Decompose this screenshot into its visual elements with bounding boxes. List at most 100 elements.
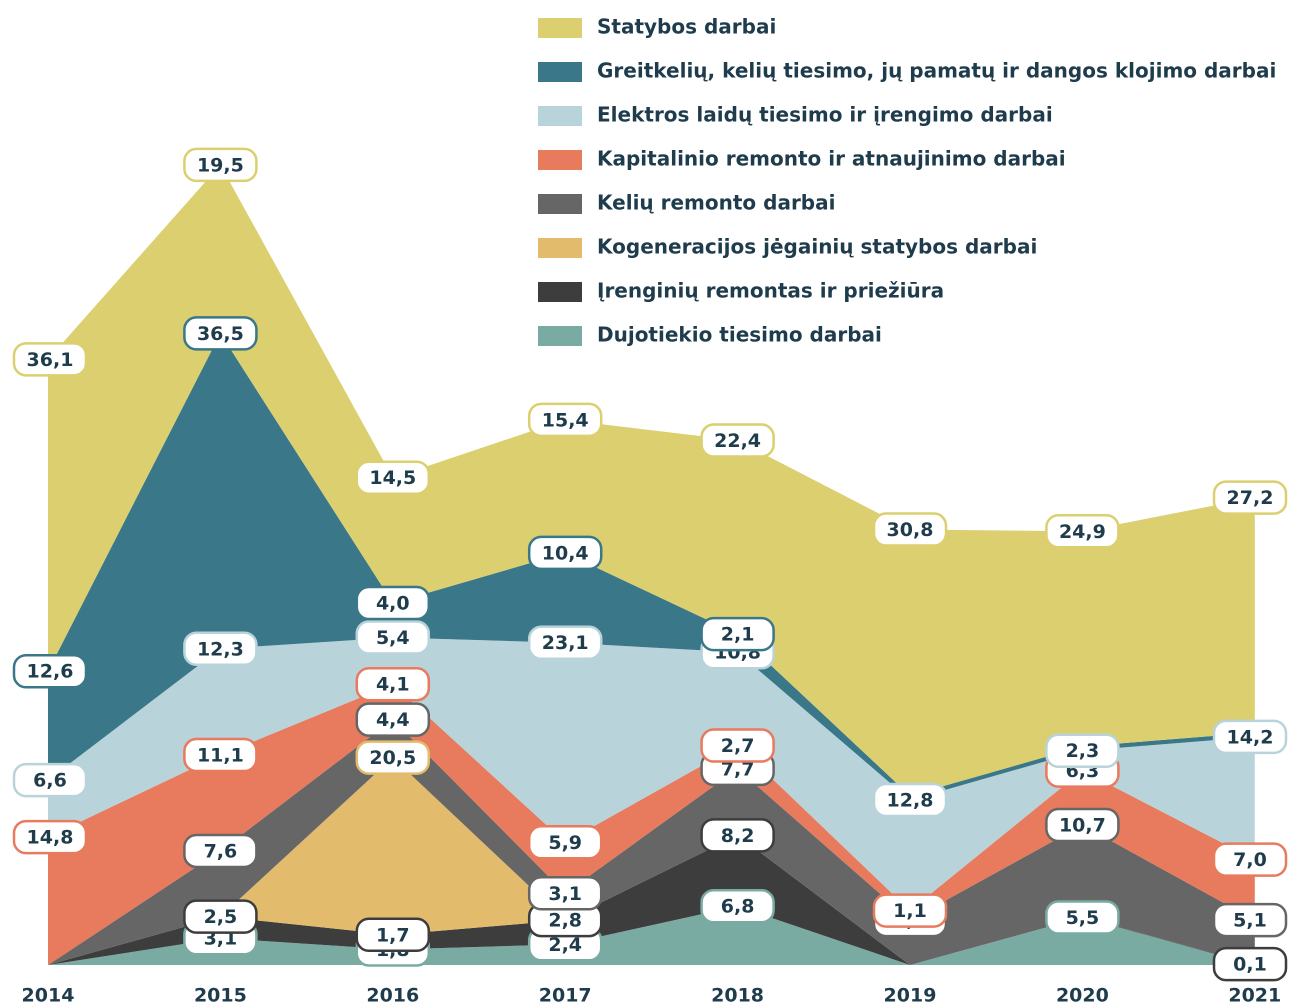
legend-swatch bbox=[538, 194, 582, 214]
value-label: 5,9 bbox=[527, 825, 603, 860]
value-label: 27,2 bbox=[1212, 480, 1288, 515]
label-text: 23,1 bbox=[542, 632, 589, 654]
label-text: 2,1 bbox=[721, 624, 755, 646]
label-box bbox=[1045, 514, 1120, 549]
area bbox=[48, 333, 1255, 800]
label-box bbox=[1212, 946, 1288, 982]
value-label: 10,7 bbox=[1045, 807, 1120, 843]
value-label: 36,1 bbox=[12, 342, 88, 377]
label-box bbox=[12, 653, 88, 689]
legend-label: Kogeneracijos jėgainių statybos darbai bbox=[597, 235, 1037, 259]
label-box bbox=[527, 402, 603, 438]
value-label: 4,4 bbox=[355, 702, 431, 737]
value-label: 2,3 bbox=[1045, 733, 1120, 768]
value-label: 6,6 bbox=[12, 762, 88, 798]
label-text: 14,2 bbox=[1227, 726, 1274, 748]
value-label: 7,6 bbox=[183, 833, 258, 869]
legend-swatch bbox=[538, 238, 582, 258]
label-text: 4,4 bbox=[376, 709, 410, 731]
label-box bbox=[700, 423, 775, 458]
label-text: 6,6 bbox=[33, 770, 67, 792]
label-box bbox=[527, 625, 603, 660]
label-text: 11,1 bbox=[197, 745, 244, 767]
label-text: 2,5 bbox=[204, 906, 238, 928]
label-box bbox=[700, 888, 775, 924]
value-label: 3,1 bbox=[527, 876, 603, 911]
value-label: 8,2 bbox=[700, 818, 775, 853]
label-text: 36,5 bbox=[197, 323, 244, 345]
label-box bbox=[183, 833, 258, 869]
label-text: 2,8 bbox=[548, 910, 582, 932]
label-box bbox=[700, 818, 775, 853]
label-box bbox=[1212, 719, 1288, 755]
label-text: 5,9 bbox=[548, 832, 582, 854]
label-box bbox=[183, 737, 258, 773]
label-box bbox=[1045, 733, 1120, 768]
label-text: 30,8 bbox=[887, 519, 934, 541]
x-tick-label: 2019 bbox=[884, 985, 937, 1005]
value-label: 0,1 bbox=[1212, 946, 1288, 982]
label-text: 15,4 bbox=[542, 409, 589, 431]
value-label: 2,8 bbox=[527, 902, 603, 938]
value-label: 14,2 bbox=[1212, 719, 1288, 755]
label-box bbox=[700, 616, 775, 652]
value-label: 22,4 bbox=[700, 423, 775, 458]
label-box bbox=[1212, 480, 1288, 515]
value-label: 2,1 bbox=[700, 616, 775, 652]
value-label: 36,5 bbox=[183, 316, 258, 351]
label-text: 10,7 bbox=[1059, 815, 1106, 837]
label-box bbox=[1212, 842, 1288, 877]
value-label: 24,9 bbox=[1045, 514, 1120, 549]
legend-label: Elektros laidų tiesimo ir įrengimo darba… bbox=[597, 103, 1053, 127]
label-text: 4,0 bbox=[376, 592, 410, 614]
value-label: 2,7 bbox=[700, 728, 775, 763]
x-tick-label: 2021 bbox=[1228, 985, 1281, 1005]
value-label: 14,5 bbox=[355, 460, 431, 495]
label-text: 14,5 bbox=[369, 467, 416, 489]
value-label: 1,7 bbox=[355, 917, 431, 953]
x-tick-label: 2015 bbox=[194, 985, 247, 1005]
label-text: 10,4 bbox=[542, 542, 589, 564]
label-box bbox=[872, 512, 948, 547]
label-box bbox=[1212, 902, 1288, 938]
value-label: 15,4 bbox=[527, 402, 603, 438]
legend-swatch bbox=[538, 326, 582, 346]
legend-swatch bbox=[538, 18, 582, 38]
label-box bbox=[527, 825, 603, 860]
label-text: 12,6 bbox=[27, 661, 74, 683]
value-label: 14,8 bbox=[12, 819, 88, 855]
legend-swatch bbox=[538, 150, 582, 170]
value-label: 2,5 bbox=[183, 899, 258, 934]
area bbox=[48, 684, 1255, 965]
value-label: 11,1 bbox=[183, 737, 258, 773]
value-label: 12,3 bbox=[183, 631, 258, 667]
label-box bbox=[355, 666, 431, 702]
label-box bbox=[355, 585, 431, 621]
label-text: 12,8 bbox=[887, 789, 934, 811]
label-box bbox=[355, 917, 431, 953]
label-text: 2,7 bbox=[721, 735, 755, 757]
label-text: 0,1 bbox=[1233, 954, 1267, 976]
value-label: 5,1 bbox=[1212, 902, 1288, 938]
label-text: 2,4 bbox=[548, 934, 582, 956]
label-box bbox=[355, 460, 431, 495]
value-label: 4,1 bbox=[355, 666, 431, 702]
value-label: 30,8 bbox=[872, 512, 948, 547]
x-tick-label: 2020 bbox=[1056, 985, 1109, 1005]
area bbox=[48, 164, 1255, 796]
value-label: 19,5 bbox=[183, 147, 258, 183]
label-box bbox=[872, 893, 948, 928]
legend-label: Įrenginių remontas ir priežiūra bbox=[597, 279, 944, 303]
label-box bbox=[355, 620, 431, 655]
label-text: 4,1 bbox=[376, 674, 410, 696]
legend-label: Statybos darbai bbox=[597, 15, 776, 39]
label-text: 7,0 bbox=[1233, 849, 1267, 871]
value-label: 5,4 bbox=[355, 620, 431, 655]
value-label: 10,4 bbox=[527, 535, 603, 571]
legend-label: Kapitalinio remonto ir atnaujinimo darba… bbox=[597, 147, 1066, 171]
value-label: 12,6 bbox=[12, 653, 88, 689]
label-text: 2,3 bbox=[1066, 740, 1100, 762]
label-box bbox=[527, 876, 603, 911]
label-box bbox=[355, 740, 431, 775]
label-text: 1,1 bbox=[893, 900, 927, 922]
